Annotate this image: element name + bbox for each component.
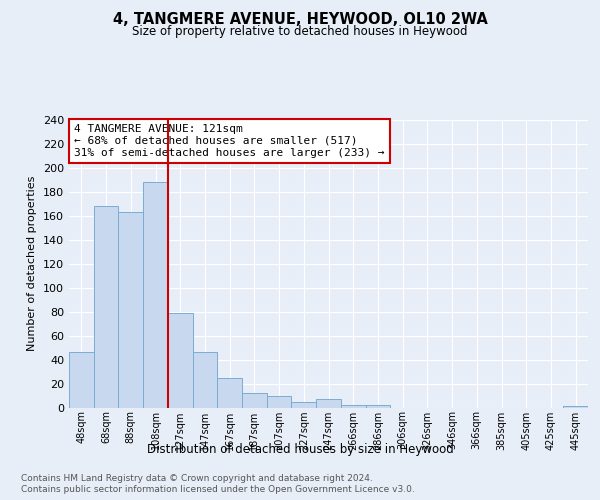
Bar (193, 352, 217, 408)
Bar (118, 212, 143, 408)
Bar (292, 402, 316, 407)
Text: Distribution of detached houses by size in Heywood: Distribution of detached houses by size … (146, 442, 454, 456)
Bar (242, 393, 267, 407)
Text: Contains HM Land Registry data © Crown copyright and database right 2024.: Contains HM Land Registry data © Crown c… (21, 474, 373, 483)
Bar (365, 405, 390, 407)
Text: 4, TANGMERE AVENUE, HEYWOOD, OL10 2WA: 4, TANGMERE AVENUE, HEYWOOD, OL10 2WA (113, 12, 487, 28)
Text: 4 TANGMERE AVENUE: 121sqm
← 68% of detached houses are smaller (517)
31% of semi: 4 TANGMERE AVENUE: 121sqm ← 68% of detac… (74, 124, 385, 158)
Text: Size of property relative to detached houses in Heywood: Size of property relative to detached ho… (132, 25, 468, 38)
Bar (94, 206, 118, 408)
Y-axis label: Number of detached properties: Number of detached properties (28, 176, 37, 352)
Bar (69, 352, 94, 408)
Bar (168, 313, 193, 408)
Bar (341, 405, 365, 407)
Bar (563, 406, 588, 408)
Text: Contains public sector information licensed under the Open Government Licence v3: Contains public sector information licen… (21, 485, 415, 494)
Bar (316, 399, 341, 407)
Bar (217, 378, 242, 408)
Bar (143, 182, 168, 408)
Bar (267, 396, 292, 407)
